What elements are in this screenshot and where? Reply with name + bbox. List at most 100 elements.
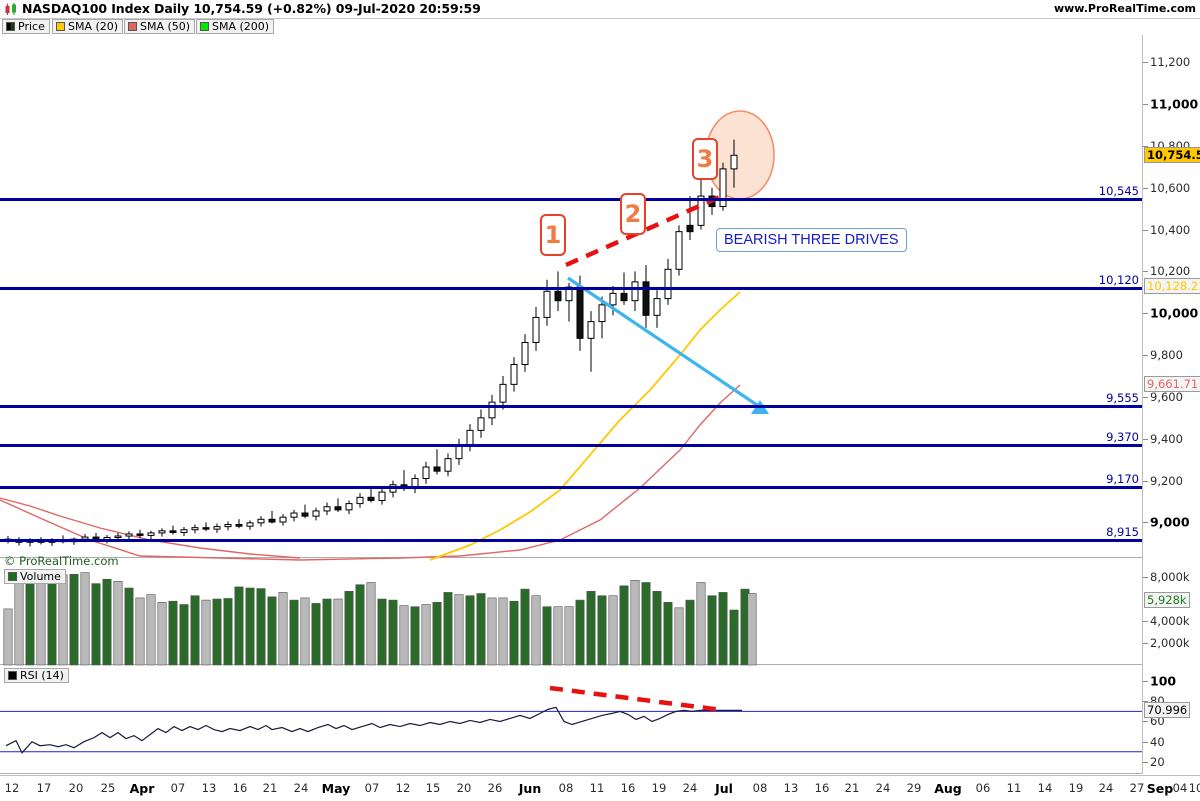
support-line-label: 10,545 [1098,184,1139,199]
volume-bar [487,597,497,666]
support-line[interactable] [0,405,1142,409]
volume-tick-label: 8,000k [1150,570,1190,584]
volume-panel [0,566,1142,666]
date-tick-label: 24 [293,781,309,795]
candlestick [213,523,221,533]
candlestick [323,502,331,516]
pattern-callout[interactable]: BEARISH THREE DRIVES [716,228,907,252]
axis-tick [1143,643,1148,644]
title-bar: NASDAQ100 Index Daily 10,754.59 (+0.82%)… [0,0,1200,19]
brand-watermark: www.ProRealTime.com [1051,2,1198,15]
candlestick [488,394,496,426]
support-line-label: 8,915 [1106,525,1139,540]
support-line[interactable] [0,485,1142,489]
volume-bar [707,595,717,666]
date-tick-label: Jun [518,781,542,796]
candlestick [598,296,606,339]
volume-bar [476,593,486,666]
legend-sma50-swatch [128,22,137,31]
volume-bar [718,592,728,666]
volume-bar [608,595,618,666]
date-tick-label: 24 [1098,781,1114,795]
resistance-trendline[interactable] [565,193,723,268]
price-tick-label: 11,000 [1150,96,1199,112]
price-tick-label: 9,400 [1150,431,1183,446]
date-tick-label: 25 [100,781,116,795]
axis-tick [1143,721,1148,723]
volume-bar [113,581,123,666]
rsi-panel [0,673,1142,774]
price-axis[interactable]: 11,200 11,000 10,800 10,600 10,400 10,200 10,0… [1143,35,1200,774]
volume-bar [124,587,134,666]
candlestick [301,504,309,519]
axis-tick [1143,313,1148,315]
date-tick-label: 06 [975,781,991,795]
support-line[interactable] [0,444,1142,448]
legend-sma50[interactable]: SMA (50) [124,19,196,34]
support-trendline[interactable] [567,276,761,409]
volume-bar [300,597,310,666]
candlestick [246,520,254,530]
axis-tick [1143,62,1148,64]
legend-sma20[interactable]: SMA (20) [52,19,124,34]
date-tick-label: 17 [36,781,52,795]
volume-bar [696,582,706,666]
volume-tick-label: 2,000k [1150,636,1190,650]
volume-bar [729,609,739,666]
candlestick [587,311,595,372]
sma50-value-tag: 9,661.71 [1144,376,1200,392]
price-plot [0,110,775,561]
volume-bar [564,606,574,666]
date-tick-label: 29 [906,781,922,795]
candlestick [356,493,364,508]
volume-bar [366,582,376,666]
date-tick-label: Apr [129,781,155,796]
rsi-divergence-line[interactable] [549,685,723,713]
legend-sma200[interactable]: SMA (200) [196,19,275,34]
legend-price[interactable]: Price [2,19,50,34]
volume-bar [421,604,431,666]
legend-sma20-swatch [56,22,65,31]
date-tick-label: May [321,781,351,796]
candlestick [312,507,320,521]
support-line[interactable] [0,287,1142,291]
candlestick [730,139,738,188]
volume-bar [102,578,112,666]
drive-marker-1[interactable]: 1 [540,214,566,256]
candlestick [125,531,133,540]
support-line-label: 9,555 [1106,391,1139,406]
volume-bar [553,606,563,666]
volume-bar [399,605,409,666]
date-tick-label: 08 [558,781,574,795]
volume-bar [322,598,332,666]
candlestick [158,528,166,537]
rsi-plot [0,685,1142,754]
price-tick-label: 10,200 [1150,264,1191,279]
date-axis[interactable]: 12 17 20 25 Apr 07 13 16 21 24 May 07 12 15 20 26 Jun 08 1… [0,775,1200,801]
price-tick-label: 10,600 [1150,180,1191,195]
support-line[interactable] [0,539,1142,543]
support-line[interactable] [0,198,1142,202]
rsi-color-swatch [8,671,17,680]
candlestick [499,375,507,410]
volume-bar [685,599,695,666]
rsi-tick-label: 100 [1150,673,1177,689]
page-title: NASDAQ100 Index Daily 10,754.59 (+0.82%)… [22,1,481,16]
volume-bar [575,599,585,666]
volume-color-swatch [8,572,17,581]
drive-marker-2[interactable]: 2 [620,193,646,235]
volume-bar [674,607,684,666]
price-tick-label: 10,400 [1150,222,1191,237]
legend-sma20-label: SMA (20) [68,20,119,33]
rsi-tick-label: 20 [1150,754,1165,769]
rsi-legend: RSI (14) [4,668,69,683]
volume-bar [586,590,596,666]
drive-marker-3[interactable]: 3 [692,138,718,180]
volume-bar [454,594,464,666]
provider-watermark: © ProRealTime.com [4,554,119,568]
support-line-label: 10,120 [1098,273,1139,288]
date-tick-label: 13 [201,781,217,795]
axis-tick [1143,271,1148,273]
date-tick-label: 08 [752,781,768,795]
